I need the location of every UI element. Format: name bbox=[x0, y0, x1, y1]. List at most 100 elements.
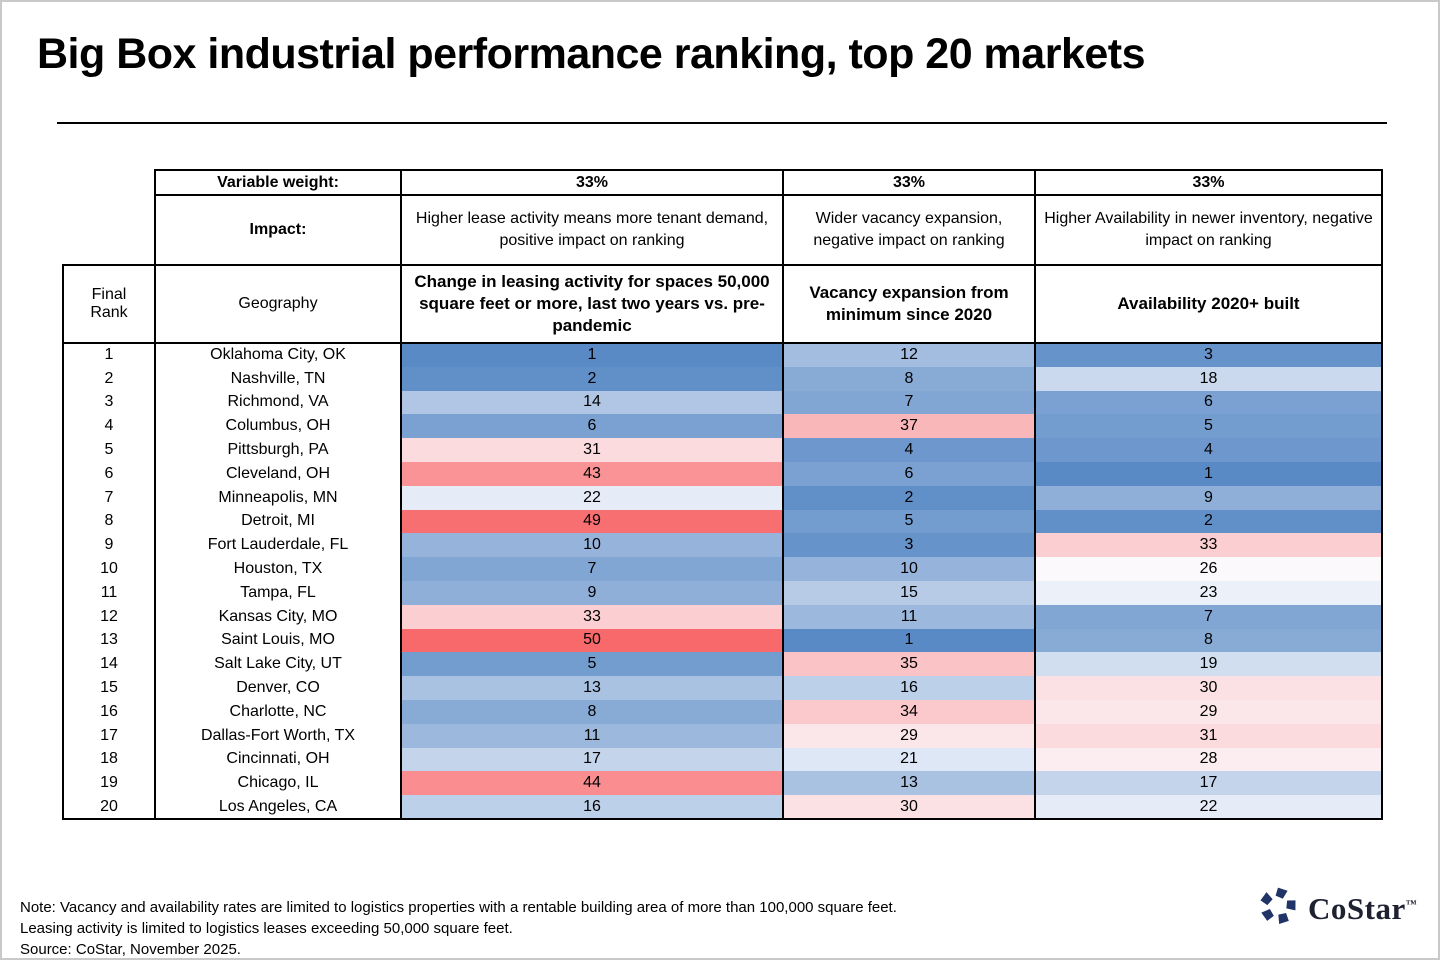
vacancy-expansion-cell: 7 bbox=[783, 390, 1036, 415]
leasing-activity-cell: 43 bbox=[401, 461, 784, 486]
leasing-activity-cell: 31 bbox=[401, 438, 784, 462]
table-row: 7 Minneapolis, MN 22 2 9 bbox=[62, 485, 1383, 510]
geography-cell: Oklahoma City, OK bbox=[155, 343, 402, 367]
availability-cell: 33 bbox=[1035, 533, 1383, 558]
vacancy-expansion-cell: 34 bbox=[783, 699, 1036, 724]
leasing-activity-cell: 10 bbox=[401, 533, 784, 558]
vacancy-expansion-cell: 30 bbox=[783, 795, 1036, 820]
leasing-activity-cell: 11 bbox=[401, 723, 784, 748]
vacancy-expansion-cell: 35 bbox=[783, 652, 1036, 677]
availability-cell: 9 bbox=[1035, 485, 1383, 510]
vacancy-expansion-cell: 3 bbox=[783, 533, 1036, 558]
footnotes: Note: Vacancy and availability rates are… bbox=[20, 897, 897, 958]
final-rank-cell: 4 bbox=[62, 414, 156, 439]
leasing-activity-cell: 5 bbox=[401, 652, 784, 677]
vacancy-expansion-cell: 1 bbox=[783, 628, 1036, 653]
trademark-symbol: ™ bbox=[1405, 898, 1418, 911]
table-row: 6 Cleveland, OH 43 6 1 bbox=[62, 461, 1383, 486]
geography-cell: Kansas City, MO bbox=[155, 604, 402, 629]
geography-cell: Los Angeles, CA bbox=[155, 795, 402, 820]
leasing-activity-cell: 17 bbox=[401, 747, 784, 772]
availability-cell: 31 bbox=[1035, 723, 1383, 748]
geography-cell: Cincinnati, OH bbox=[155, 747, 402, 772]
geography-cell: Nashville, TN bbox=[155, 366, 402, 391]
vacancy-expansion-cell: 29 bbox=[783, 723, 1036, 748]
geography-cell: Detroit, MI bbox=[155, 509, 402, 534]
page-title: Big Box industrial performance ranking, … bbox=[37, 30, 1146, 78]
availability-cell: 4 bbox=[1035, 438, 1383, 462]
vacancy-expansion-cell: 4 bbox=[783, 438, 1036, 462]
vacancy-expansion-cell: 13 bbox=[783, 771, 1036, 796]
availability-cell: 17 bbox=[1035, 771, 1383, 796]
table-row: 18 Cincinnati, OH 17 21 28 bbox=[62, 747, 1383, 772]
leasing-activity-cell: 22 bbox=[401, 485, 784, 510]
geography-cell: Denver, CO bbox=[155, 676, 402, 700]
geography-cell: Cleveland, OH bbox=[155, 461, 402, 486]
geography-cell: Charlotte, NC bbox=[155, 699, 402, 724]
leasing-activity-cell: 44 bbox=[401, 771, 784, 796]
leasing-activity-cell: 2 bbox=[401, 366, 784, 391]
availability-cell: 23 bbox=[1035, 580, 1383, 605]
final-rank-cell: 17 bbox=[62, 723, 156, 748]
costar-pinwheel-icon bbox=[1258, 886, 1298, 931]
table-row: 20 Los Angeles, CA 16 30 22 bbox=[62, 795, 1383, 820]
impact-label: Impact: bbox=[154, 194, 402, 266]
leasing-activity-cell: 50 bbox=[401, 628, 784, 653]
table-row: 1 Oklahoma City, OK 1 12 3 bbox=[62, 343, 1383, 367]
availability-cell: 3 bbox=[1035, 343, 1383, 367]
footnote-line: Source: CoStar, November 2025. bbox=[20, 941, 241, 958]
availability-cell: 29 bbox=[1035, 699, 1383, 724]
vacancy-expansion-cell: 5 bbox=[783, 509, 1036, 534]
ranking-table-container: Variable weight: 33% 33% 33% Impact: Hig… bbox=[62, 169, 1383, 820]
impact-availability: Higher Availability in newer inventory, … bbox=[1034, 194, 1383, 266]
final-rank-cell: 11 bbox=[62, 580, 156, 605]
vacancy-expansion-cell: 21 bbox=[783, 747, 1036, 772]
final-rank-cell: 19 bbox=[62, 771, 156, 796]
costar-wordmark: CoStar™ bbox=[1308, 890, 1418, 926]
table-row: 11 Tampa, FL 9 15 23 bbox=[62, 580, 1383, 605]
geography-cell: Chicago, IL bbox=[155, 771, 402, 796]
availability-cell: 7 bbox=[1035, 604, 1383, 629]
final-rank-cell: 10 bbox=[62, 557, 156, 581]
table-row: 16 Charlotte, NC 8 34 29 bbox=[62, 699, 1383, 724]
availability-cell: 19 bbox=[1035, 652, 1383, 677]
costar-logo: CoStar™ bbox=[1258, 886, 1417, 931]
final-rank-cell: 8 bbox=[62, 509, 156, 534]
geography-header: Geography bbox=[154, 264, 402, 344]
availability-cell: 2 bbox=[1035, 509, 1383, 534]
availability-cell: 22 bbox=[1035, 795, 1383, 820]
geography-cell: Dallas-Fort Worth, TX bbox=[155, 723, 402, 748]
vacancy-expansion-cell: 2 bbox=[783, 485, 1036, 510]
vacancy-expansion-cell: 37 bbox=[783, 414, 1036, 439]
geography-cell: Minneapolis, MN bbox=[155, 485, 402, 510]
final-rank-cell: 16 bbox=[62, 699, 156, 724]
final-rank-cell: 12 bbox=[62, 604, 156, 629]
final-rank-cell: 18 bbox=[62, 747, 156, 772]
vacancy-expansion-header: Vacancy expansion from minimum since 202… bbox=[782, 264, 1036, 344]
final-rank-cell: 1 bbox=[62, 343, 156, 367]
final-rank-cell: 9 bbox=[62, 533, 156, 558]
availability-header: Availability 2020+ built bbox=[1034, 264, 1383, 344]
final-rank-header: Final Rank bbox=[62, 264, 156, 344]
geography-cell: Pittsburgh, PA bbox=[155, 438, 402, 462]
availability-cell: 5 bbox=[1035, 414, 1383, 439]
footnote-line: Note: Vacancy and availability rates are… bbox=[20, 899, 897, 916]
availability-cell: 8 bbox=[1035, 628, 1383, 653]
blank-cell bbox=[63, 195, 155, 265]
vacancy-expansion-cell: 8 bbox=[783, 366, 1036, 391]
table-row: 13 Saint Louis, MO 50 1 8 bbox=[62, 628, 1383, 653]
final-rank-cell: 14 bbox=[62, 652, 156, 677]
table-row: 15 Denver, CO 13 16 30 bbox=[62, 676, 1383, 700]
availability-cell: 6 bbox=[1035, 390, 1383, 415]
availability-cell: 1 bbox=[1035, 461, 1383, 486]
geography-cell: Saint Louis, MO bbox=[155, 628, 402, 653]
impact-leasing: Higher lease activity means more tenant … bbox=[400, 194, 784, 266]
leasing-activity-cell: 14 bbox=[401, 390, 784, 415]
impact-vacancy: Wider vacancy expansion, negative impact… bbox=[782, 194, 1036, 266]
final-rank-cell: 13 bbox=[62, 628, 156, 653]
final-rank-cell: 5 bbox=[62, 438, 156, 462]
table-row: 10 Houston, TX 7 10 26 bbox=[62, 557, 1383, 581]
footnote-line: Leasing activity is limited to logistics… bbox=[20, 920, 513, 937]
geography-cell: Tampa, FL bbox=[155, 580, 402, 605]
